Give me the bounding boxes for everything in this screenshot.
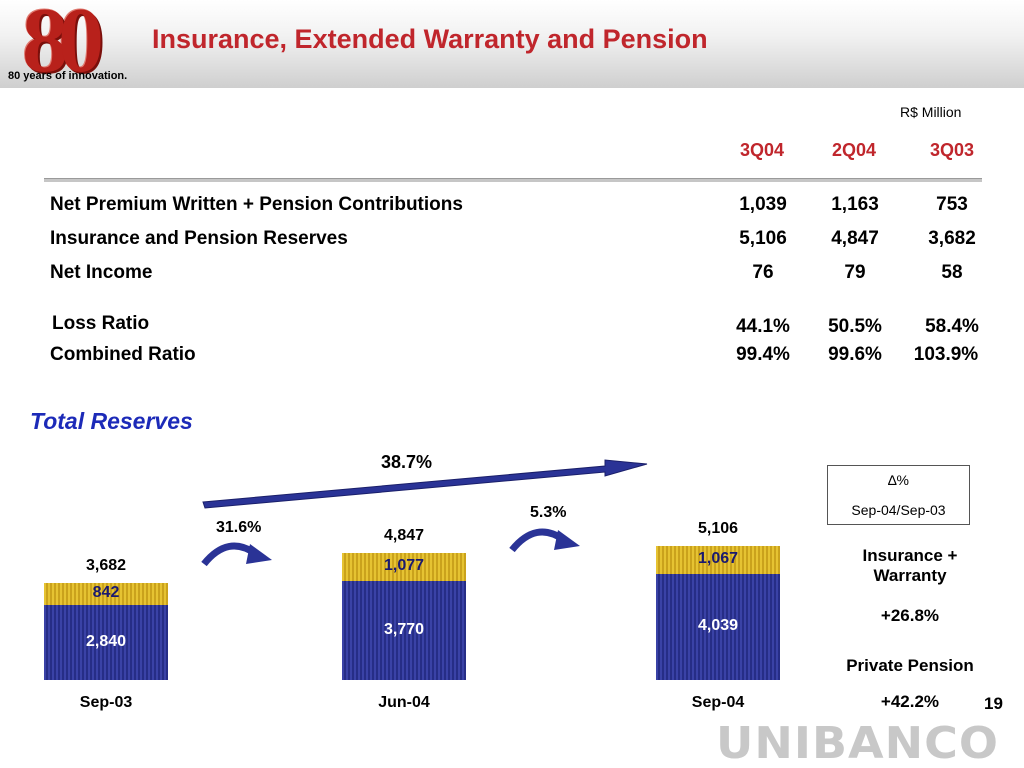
logo-80: 80 [22, 0, 104, 91]
cell-value: 44.1% [736, 316, 790, 337]
bar-jun-04: 1,077 3,770 [342, 552, 466, 680]
cell-value: 50.5% [828, 316, 882, 337]
bar-total-label: 5,106 [697, 520, 739, 537]
cell-value: 4,847 [831, 228, 879, 249]
bar-sep-04: 1,067 4,039 [656, 546, 780, 680]
bar-total-label: 4,847 [383, 526, 425, 544]
legend-box: ∆% Sep-04/Sep-03 [827, 465, 970, 525]
cell-value: 3,682 [928, 228, 976, 249]
cell-value: 1,039 [739, 194, 787, 215]
private-pension-growth: +42.2% [880, 692, 940, 711]
bar-segment-bottom [342, 581, 466, 680]
bar-sep-03: 842 2,840 [44, 583, 168, 680]
bar-segment-top-label: 1,077 [383, 556, 425, 574]
growth-label-sep03-jun04: 31.6% [216, 519, 262, 536]
row-label: Combined Ratio [50, 344, 196, 365]
table-divider [44, 178, 982, 182]
column-header-3q03: 3Q03 [929, 140, 975, 160]
bar-segment-bottom-label: 3,770 [383, 620, 425, 638]
x-axis-label: Sep-04 [691, 694, 745, 711]
section-title-total-reserves: Total Reserves [30, 408, 193, 434]
cell-value: 76 [752, 262, 774, 283]
bar-segment-top [656, 546, 780, 574]
insurance-warranty-label: Insurance + Warranty [862, 546, 958, 585]
bar-segment-bottom-label: 2,840 [85, 632, 127, 650]
bar-total-label: 3,682 [85, 557, 127, 575]
bar-segment-top [44, 583, 168, 606]
cell-value: 58 [941, 262, 963, 283]
cell-value: 58.4% [925, 316, 979, 337]
row-label: Loss Ratio [52, 313, 150, 334]
bar-segment-top-label: 842 [92, 584, 120, 602]
header-band: 80 80 years of innovation. Insurance, Ex… [0, 0, 1024, 88]
cell-value: 79 [844, 262, 866, 283]
cell-value: 753 [936, 194, 968, 215]
bar-segment-bottom [44, 605, 168, 680]
private-pension-label: Private Pension [846, 656, 974, 675]
legend-delta-label: ∆% [887, 472, 909, 488]
row-label: Insurance and Pension Reserves [50, 228, 348, 249]
page-number: 19 [984, 694, 1003, 713]
legend-period-label: Sep-04/Sep-03 [851, 502, 946, 518]
bar-segment-bottom-label: 4,039 [697, 617, 739, 634]
insurance-warranty-growth: +26.8% [880, 606, 940, 625]
growth-label-jun04-sep04: 5.3% [530, 504, 567, 521]
cell-value: 99.4% [736, 344, 790, 365]
page-title: Insurance, Extended Warranty and Pension [152, 24, 708, 54]
units-label: R$ Million [900, 104, 962, 120]
x-axis-label: Jun-04 [378, 694, 430, 711]
row-label: Net Income [50, 262, 153, 283]
curved-arrow-icon [201, 542, 272, 567]
cell-value: 5,106 [739, 228, 787, 249]
bar-segment-bottom [656, 574, 780, 680]
column-header-2q04: 2Q04 [831, 140, 877, 160]
row-label: Net Premium Written + Pension Contributi… [50, 194, 463, 215]
column-header-3q04: 3Q04 [739, 140, 785, 160]
curved-arrow-icon [509, 528, 580, 553]
x-axis-label: Sep-03 [79, 694, 133, 711]
growth-label-overall: 38.7% [381, 452, 433, 472]
cell-value: 99.6% [828, 344, 882, 365]
logo-tagline: 80 years of innovation. [8, 70, 128, 82]
overall-growth-arrow-icon [202, 459, 648, 509]
unibanco-logo: UNIBANCO [716, 717, 999, 768]
bar-segment-top-label: 1,067 [697, 550, 739, 567]
bar-segment-top [342, 552, 466, 582]
cell-value: 1,163 [831, 194, 879, 215]
cell-value: 103.9% [913, 344, 979, 365]
